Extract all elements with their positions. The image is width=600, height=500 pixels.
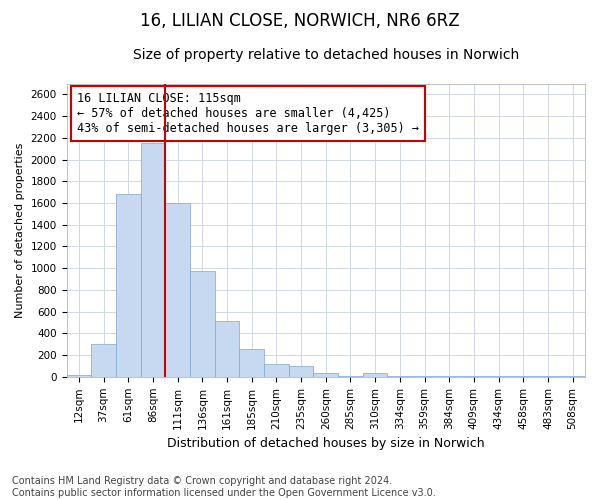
Bar [388, 376, 412, 377]
Bar [560, 376, 585, 377]
Bar [437, 376, 461, 377]
Bar [486, 376, 511, 377]
X-axis label: Distribution of detached houses by size in Norwich: Distribution of detached houses by size … [167, 437, 485, 450]
Text: 16, LILIAN CLOSE, NORWICH, NR6 6RZ: 16, LILIAN CLOSE, NORWICH, NR6 6RZ [140, 12, 460, 30]
Bar [165, 203, 190, 377]
Bar [412, 376, 437, 377]
Bar [116, 194, 140, 377]
Bar [338, 376, 363, 377]
Bar [363, 373, 388, 377]
Bar [190, 272, 215, 377]
Bar [140, 144, 165, 377]
Bar [313, 373, 338, 377]
Bar [536, 376, 560, 377]
Text: Contains HM Land Registry data © Crown copyright and database right 2024.
Contai: Contains HM Land Registry data © Crown c… [12, 476, 436, 498]
Bar [215, 322, 239, 377]
Bar [91, 344, 116, 377]
Title: Size of property relative to detached houses in Norwich: Size of property relative to detached ho… [133, 48, 519, 62]
Bar [511, 376, 536, 377]
Bar [289, 366, 313, 377]
Bar [239, 349, 264, 377]
Bar [264, 364, 289, 377]
Y-axis label: Number of detached properties: Number of detached properties [15, 142, 25, 318]
Bar [67, 374, 91, 377]
Bar [461, 376, 486, 377]
Text: 16 LILIAN CLOSE: 115sqm
← 57% of detached houses are smaller (4,425)
43% of semi: 16 LILIAN CLOSE: 115sqm ← 57% of detache… [77, 92, 419, 136]
